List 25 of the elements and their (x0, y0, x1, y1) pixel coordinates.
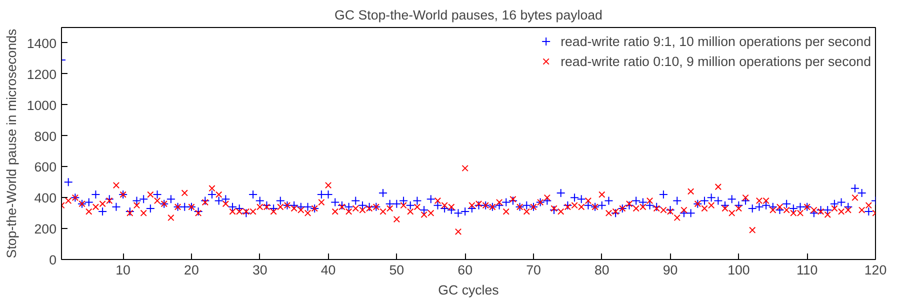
y-tick-label: 800 (34, 128, 57, 144)
y-tick-label: 600 (34, 160, 57, 175)
x-tick-label: 40 (320, 262, 336, 278)
legend-label: read-write ratio 9:1, 10 million operations per second (560, 34, 871, 48)
x-tick-label: 20 (184, 262, 199, 278)
x-tick-label: 80 (594, 262, 610, 278)
y-tick-label: 400 (34, 190, 57, 206)
x-tick-label: 70 (526, 262, 541, 278)
y-tick-label: 1200 (26, 66, 57, 82)
x-tick-label: 100 (728, 262, 750, 278)
legend-label: read-write ratio 0:10, 9 million operations per second (560, 54, 871, 68)
x-tick-label: 10 (116, 262, 130, 278)
y-axis-title: Stop-the-World pause in microseconds (4, 28, 19, 258)
x-tick-label: 90 (662, 262, 678, 278)
x-axis-title: GC cycles (438, 282, 500, 298)
x-tick-label: 30 (252, 262, 268, 278)
y-tick-label: 0 (49, 252, 57, 268)
y-tick-label: 1400 (26, 36, 57, 51)
x-tick-label: 60 (458, 262, 472, 278)
y-tick-label: 1000 (26, 98, 57, 113)
y-tick-label: 200 (34, 222, 57, 237)
chart-title: GC Stop-the-World pauses, 16 bytes payload (334, 8, 602, 22)
x-tick-label: 120 (864, 262, 887, 278)
x-tick-label: 110 (796, 262, 818, 278)
x-tick-label: 50 (389, 262, 404, 278)
